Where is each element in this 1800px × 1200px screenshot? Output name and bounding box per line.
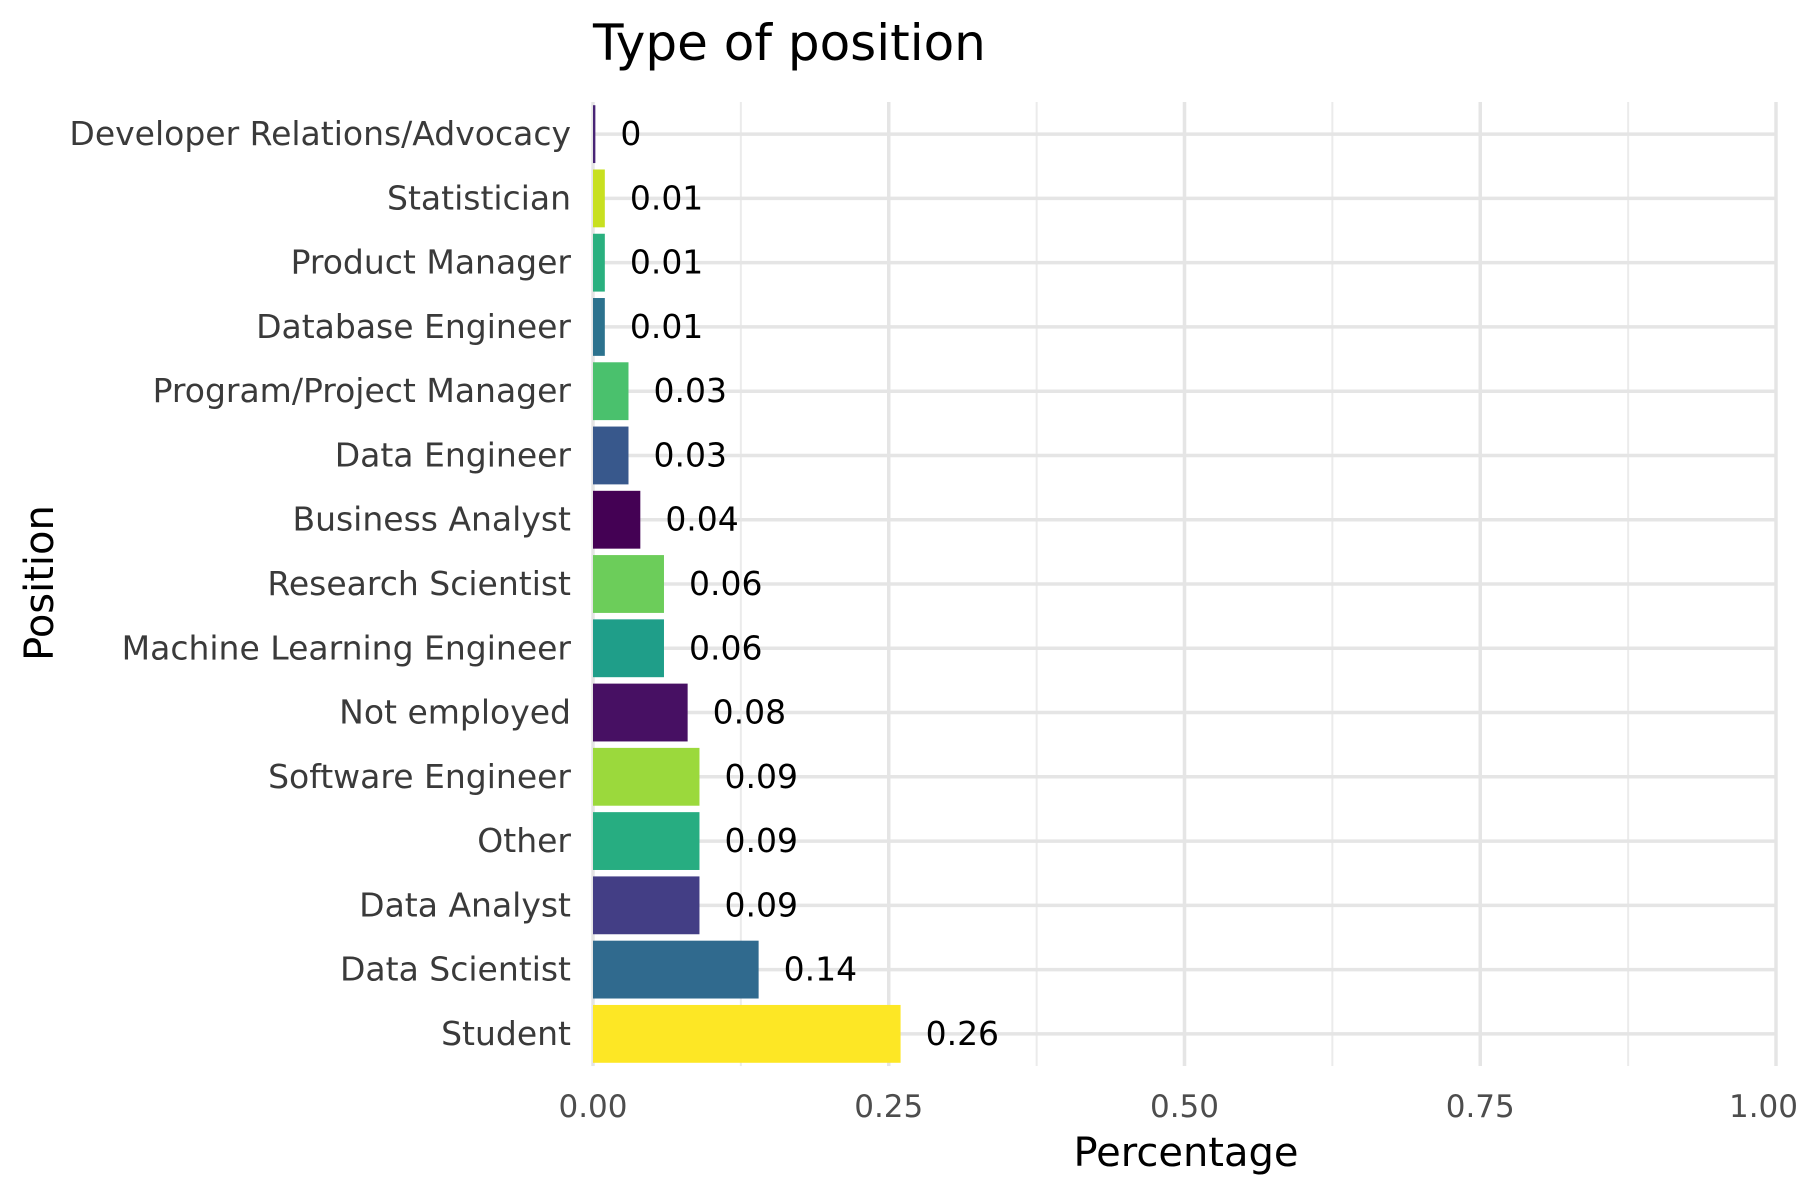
bar [593, 298, 605, 356]
bar [593, 812, 700, 870]
category-label: Machine Learning Engineer [122, 628, 572, 667]
bar [593, 940, 759, 999]
category-label: Not employed [339, 693, 571, 732]
category-label: Other [477, 821, 571, 860]
bar [593, 747, 700, 806]
category-label: Developer Relations/Advocacy [69, 114, 571, 153]
data-label: 0.01 [630, 243, 703, 282]
data-label: 0.08 [713, 693, 786, 732]
category-label: Program/Project Manager [153, 371, 572, 410]
x-tick-label: 0.75 [1446, 1089, 1515, 1125]
bar [593, 105, 596, 164]
data-label: 0.03 [653, 371, 726, 410]
data-label: 0.09 [724, 821, 797, 860]
bar [593, 683, 688, 742]
category-label: Database Engineer [256, 307, 571, 346]
category-label: Data Engineer [335, 435, 572, 474]
data-label: 0.09 [724, 885, 797, 924]
bar [593, 233, 605, 292]
bar [593, 619, 664, 678]
chart-title: Type of position [592, 14, 986, 72]
bar [593, 555, 664, 613]
y-axis-title: Position [17, 505, 63, 661]
bar [593, 490, 641, 549]
bar [593, 426, 629, 485]
category-label: Business Analyst [292, 500, 571, 539]
bar [593, 362, 629, 421]
data-label: 0.14 [784, 950, 857, 989]
data-label: 0.04 [665, 500, 738, 539]
category-label: Product Manager [291, 243, 572, 282]
data-labels: 0 0.01 0.01 0.01 0.03 0.03 0.04 0.06 0.06 0.08 0.0… [620, 114, 999, 1053]
x-axis-title: Percentage [1073, 1130, 1298, 1176]
data-label: 0.06 [689, 564, 762, 603]
x-tick-labels: 0.00 0.25 0.50 0.75 1.00 [558, 1089, 1798, 1125]
category-label: Data Scientist [340, 950, 571, 989]
x-tick-label: 1.00 [1729, 1089, 1798, 1125]
category-label: Student [441, 1014, 571, 1053]
category-label: Research Scientist [267, 564, 571, 603]
data-label: 0 [620, 114, 641, 153]
data-label: 0.09 [724, 757, 797, 796]
data-label: 0.01 [630, 178, 703, 217]
bar [593, 1004, 901, 1063]
category-labels: Developer Relations/Advocacy Statistician… [69, 114, 571, 1053]
data-label: 0.06 [689, 628, 762, 667]
data-label: 0.03 [653, 435, 726, 474]
category-label: Data Analyst [359, 885, 571, 924]
category-label: Software Engineer [268, 757, 571, 796]
x-tick-label: 0.00 [558, 1089, 627, 1125]
bar [593, 169, 605, 228]
x-tick-label: 0.50 [1150, 1089, 1219, 1125]
grid [591, 102, 1778, 1066]
bar [593, 876, 700, 935]
category-label: Statistician [387, 178, 571, 217]
x-tick-label: 0.25 [854, 1089, 923, 1125]
data-label: 0.01 [630, 307, 703, 346]
bars [593, 105, 901, 1063]
data-label: 0.26 [926, 1014, 999, 1053]
